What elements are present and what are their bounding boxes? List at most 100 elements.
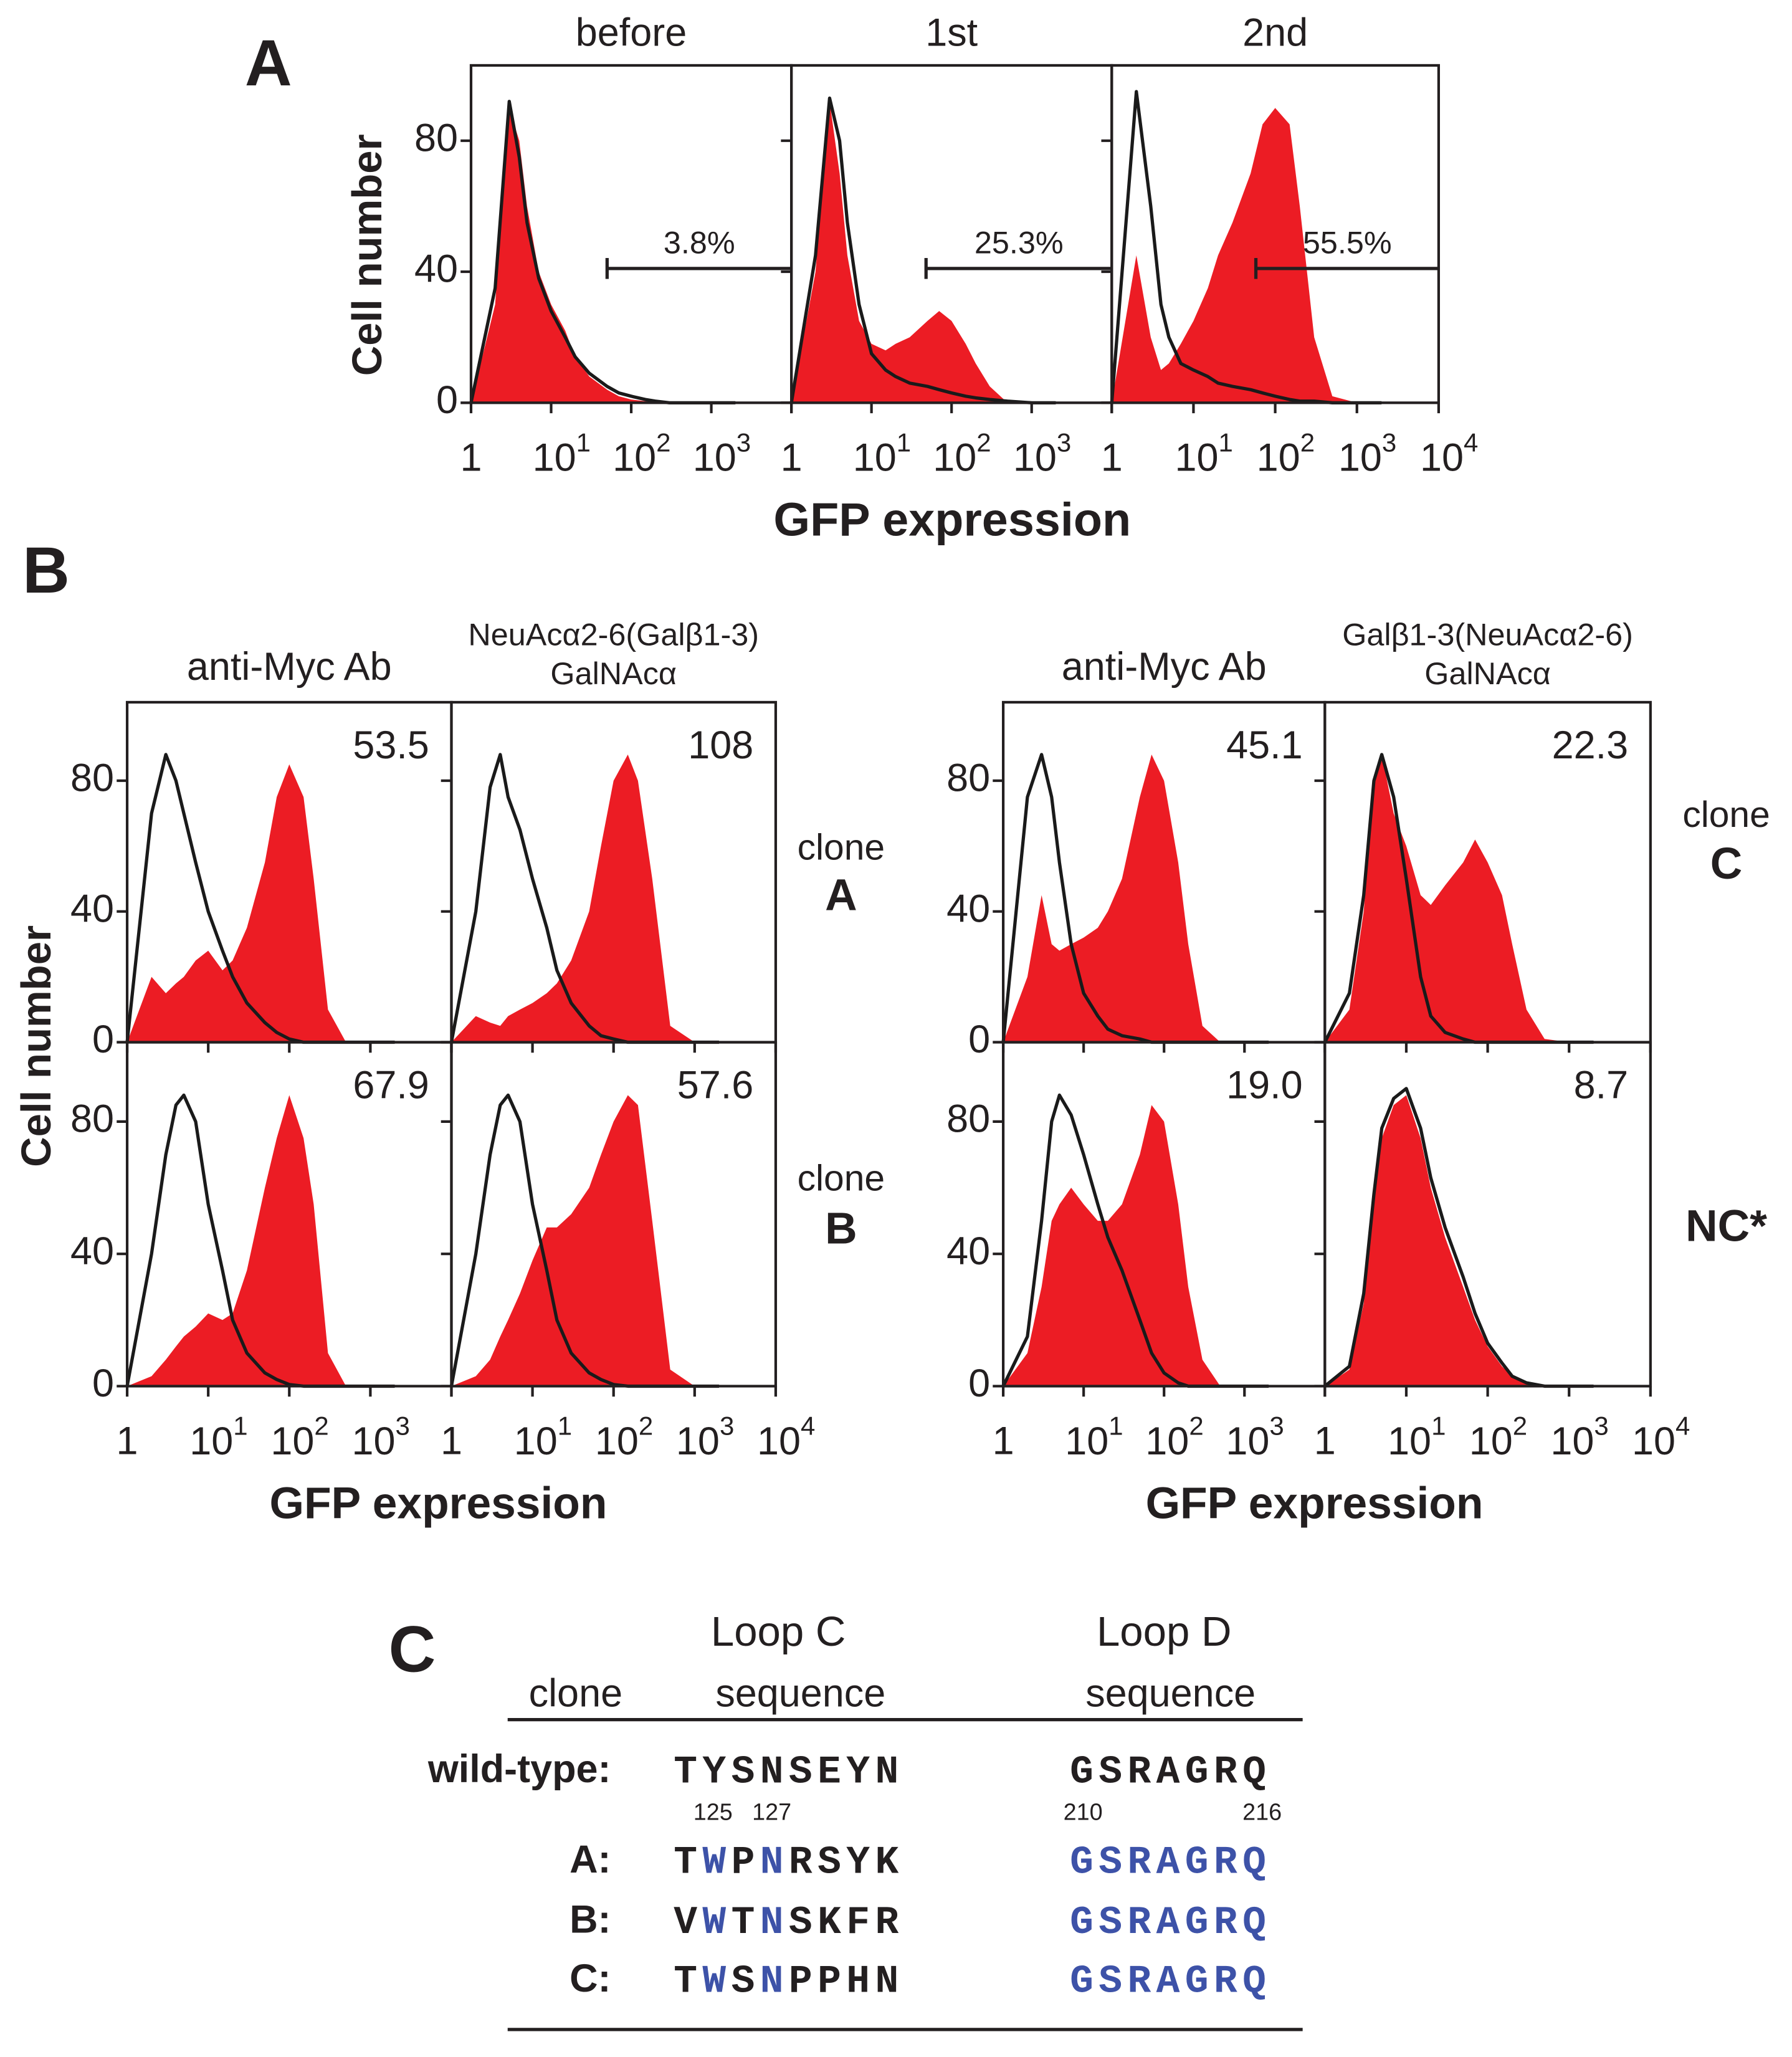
x-tick-label: 101 (853, 428, 911, 480)
tick-base: 10 (933, 436, 976, 479)
x-tick-label: 104 (757, 1411, 815, 1463)
column-header: sequence (1085, 1671, 1256, 1715)
tick-exponent: 2 (314, 1411, 328, 1441)
panel-value: 22.3 (1552, 723, 1629, 767)
tick-exponent: 3 (736, 428, 751, 457)
y-tick-label: 80 (946, 1097, 990, 1141)
histogram-area (127, 764, 395, 1043)
histogram-area (451, 1095, 719, 1386)
tick-exponent: 3 (720, 1411, 734, 1441)
x-tick-label: 1 (441, 1419, 462, 1463)
tick-base: 10 (693, 436, 736, 479)
tick-base: 10 (1065, 1419, 1108, 1463)
x-tick-label: 1 (781, 436, 803, 479)
sequence: GSRAGRQ (1070, 1750, 1271, 1794)
column-header: sequence (715, 1671, 885, 1715)
panel-value: 67.9 (353, 1064, 429, 1107)
row-label: B (825, 1204, 857, 1254)
tick-base: 10 (853, 436, 897, 479)
tick-exponent: 1 (1431, 1411, 1446, 1441)
histogram-line (1110, 90, 1382, 404)
tick-exponent: 3 (1382, 428, 1396, 457)
y-tick-label: 40 (414, 247, 458, 291)
tick-exponent: 4 (1464, 428, 1478, 457)
sequence: TWSNPPHN (674, 1959, 903, 2003)
x-tick-label: 104 (1632, 1411, 1690, 1463)
y-axis-label: Cell number (344, 134, 391, 376)
x-tick-label: 101 (189, 1411, 247, 1463)
tick-exponent: 3 (1269, 1411, 1284, 1441)
x-tick-label: 101 (1388, 1411, 1446, 1463)
panel-value: 108 (688, 723, 753, 767)
histogram-area (1003, 1105, 1269, 1386)
tick-exponent: 2 (639, 1411, 653, 1441)
histogram-area (1325, 754, 1594, 1043)
y-tick-label: 40 (946, 887, 990, 930)
tick-base: 10 (595, 1419, 639, 1463)
x-tick-label: 102 (933, 428, 991, 480)
clone-label: wild-type: (427, 1747, 611, 1791)
x-tick-label: 1 (993, 1419, 1014, 1463)
tick-base: 10 (1175, 436, 1219, 479)
x-tick-label: 101 (533, 428, 591, 480)
tick-exponent: 2 (1189, 1411, 1203, 1441)
tick-exponent: 3 (396, 1411, 410, 1441)
x-tick-label: 1 (1314, 1419, 1336, 1463)
tick-base: 10 (757, 1419, 801, 1463)
tick-exponent: 2 (656, 428, 670, 457)
x-tick-label: 101 (1065, 1411, 1123, 1463)
column-header: clone (529, 1671, 622, 1715)
tick-exponent: 1 (1108, 1411, 1123, 1441)
x-tick-label: 102 (270, 1411, 328, 1463)
sequence: GSRAGRQ (1070, 1840, 1271, 1884)
column-header: Loop C (711, 1608, 846, 1655)
tick-base: 10 (1632, 1419, 1675, 1463)
clone-label: B: (570, 1897, 611, 1941)
panel-title: anti-Myc Ab (1062, 645, 1267, 689)
sequence: GSRAGRQ (1070, 1900, 1271, 1944)
tick-exponent: 2 (976, 428, 991, 457)
row-label: clone (798, 1158, 885, 1198)
tick-base: 10 (533, 436, 576, 479)
tick-exponent: 1 (1219, 428, 1233, 457)
histogram-area (791, 101, 1056, 403)
gate-label: 55.5% (1303, 224, 1392, 260)
position-label: 127 (752, 1800, 791, 1826)
x-tick-label: 102 (1145, 1411, 1203, 1463)
panel-title: NeuAcα2-6(Galβ1-3) (468, 616, 759, 652)
histogram-line (1323, 1087, 1594, 1388)
panel-value: 57.6 (677, 1064, 754, 1107)
y-tick-label: 40 (70, 887, 114, 930)
tick-exponent: 3 (1594, 1411, 1608, 1441)
tick-exponent: 1 (897, 428, 911, 457)
sequence: TWPNRSYK (674, 1840, 903, 1884)
histogram-area (1112, 108, 1382, 403)
panel-value: 53.5 (353, 723, 429, 767)
panel-title: before (576, 11, 687, 54)
x-axis-label: GFP expression (1146, 1478, 1484, 1528)
x-tick-label: 102 (595, 1411, 653, 1463)
tick-base: 10 (189, 1419, 233, 1463)
panel-letter: B (22, 534, 70, 607)
tick-base: 10 (270, 1419, 314, 1463)
panel-value: 19.0 (1226, 1064, 1303, 1107)
position-label: 125 (693, 1800, 733, 1826)
x-tick-label: 103 (1550, 1411, 1608, 1463)
x-tick-label: 101 (1175, 428, 1233, 480)
x-tick-label: 1 (1101, 436, 1123, 479)
tick-base: 10 (1226, 1419, 1269, 1463)
x-tick-label: 103 (676, 1411, 734, 1463)
panel-subtitle: GalNAcα (550, 656, 677, 691)
tick-base: 10 (514, 1419, 558, 1463)
tick-exponent: 4 (801, 1411, 815, 1441)
tick-exponent: 2 (1300, 428, 1315, 457)
tick-base: 10 (1388, 1419, 1431, 1463)
sequence: TYSNSEYN (674, 1750, 903, 1794)
tick-base: 10 (1338, 436, 1382, 479)
gate-label: 25.3% (975, 224, 1064, 260)
tick-base: 10 (1145, 1419, 1189, 1463)
x-tick-label: 102 (1469, 1411, 1527, 1463)
row-label: NC* (1685, 1201, 1767, 1251)
tick-base: 10 (1469, 1419, 1513, 1463)
y-tick-label: 40 (946, 1229, 990, 1273)
